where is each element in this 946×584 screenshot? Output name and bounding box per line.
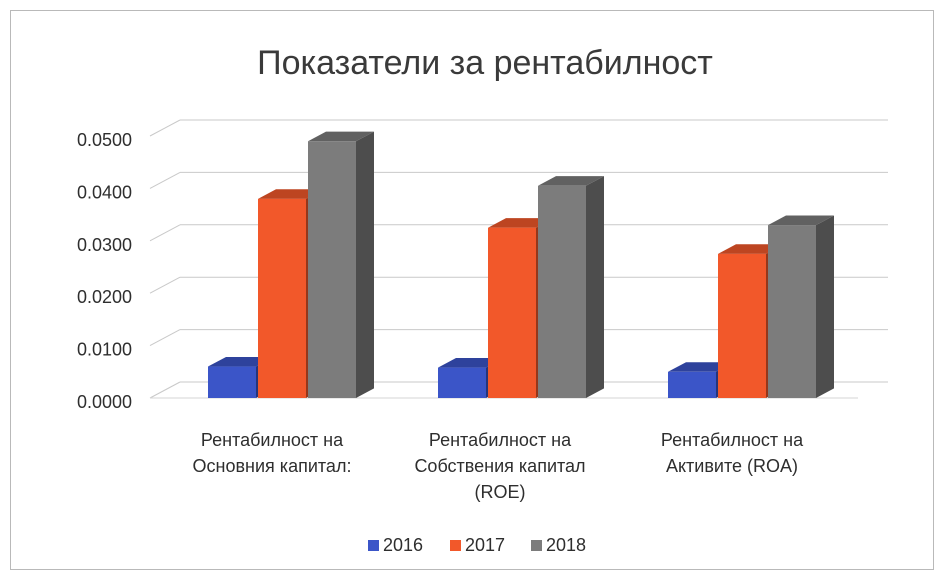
bar-top-face: [768, 215, 834, 226]
chart-title: Показатели за рентабилност: [257, 44, 713, 82]
bar-top-face: [438, 358, 504, 368]
y-tick-label: 0.0200: [77, 287, 132, 307]
gridline-diagonal: [149, 381, 181, 399]
gridline-diagonal: [149, 329, 181, 347]
bar-front-face: [718, 253, 766, 398]
bar-top-face: [208, 356, 274, 367]
category-label: Основния капитал:: [193, 456, 352, 476]
legend: 2016 2017 2018: [368, 535, 586, 555]
bar-front-face: [258, 198, 306, 398]
category-label: Рентабилност на: [201, 430, 344, 450]
bar-top-face: [668, 362, 734, 372]
category-label: (ROE): [475, 482, 526, 502]
bar-front-face: [208, 366, 256, 398]
bar-front-face: [768, 225, 816, 398]
y-tick-label: 0.0000: [77, 392, 132, 412]
y-tick-label: 0.0300: [77, 235, 132, 255]
bar-front-face: [438, 367, 486, 398]
bar-side-face: [586, 176, 604, 398]
legend-swatch-2017: [450, 540, 461, 551]
gridline-diagonal: [149, 171, 181, 189]
bar-front-face: [488, 227, 536, 398]
bar-top-face: [258, 189, 324, 199]
bars-layer: [208, 131, 834, 399]
legend-label-2016: 2016: [383, 535, 423, 555]
category-label: Рентабилност на: [429, 430, 572, 450]
y-tick-label: 0.0500: [77, 130, 132, 150]
bar-front-face: [308, 141, 356, 399]
y-tick-label: 0.0100: [77, 340, 132, 360]
bar-top-face: [718, 244, 784, 254]
bar-2018-cat-2: [538, 176, 604, 398]
bar-top-face: [308, 131, 374, 142]
y-tick-label: 0.0400: [77, 182, 132, 202]
category-labels: Рентабилност на Основния капитал: Рентабил…: [193, 430, 805, 502]
bar-side-face: [816, 215, 834, 398]
legend-label-2018: 2018: [546, 535, 586, 555]
gridline-diagonal: [149, 224, 181, 242]
category-label: Рентабилност на: [661, 430, 804, 450]
gridline-diagonal: [149, 119, 181, 137]
legend-swatch-2016: [368, 540, 379, 551]
legend-swatch-2018: [531, 540, 542, 551]
legend-label-2017: 2017: [465, 535, 505, 555]
bar-top-face: [488, 218, 554, 228]
gridline-diagonal: [149, 276, 181, 294]
y-axis-ticks: 0.0000 0.0100 0.0200 0.0300 0.0400 0.0500: [77, 130, 132, 412]
bar-2018-cat-1: [308, 131, 374, 399]
bar-2018-cat-3: [768, 215, 834, 398]
bar-top-face: [538, 176, 604, 186]
bar-front-face: [538, 185, 586, 398]
category-label: Собствения капитал: [414, 456, 585, 476]
bar-front-face: [668, 371, 716, 398]
bar-side-face: [356, 131, 374, 398]
category-label: Активите (ROA): [666, 456, 798, 476]
